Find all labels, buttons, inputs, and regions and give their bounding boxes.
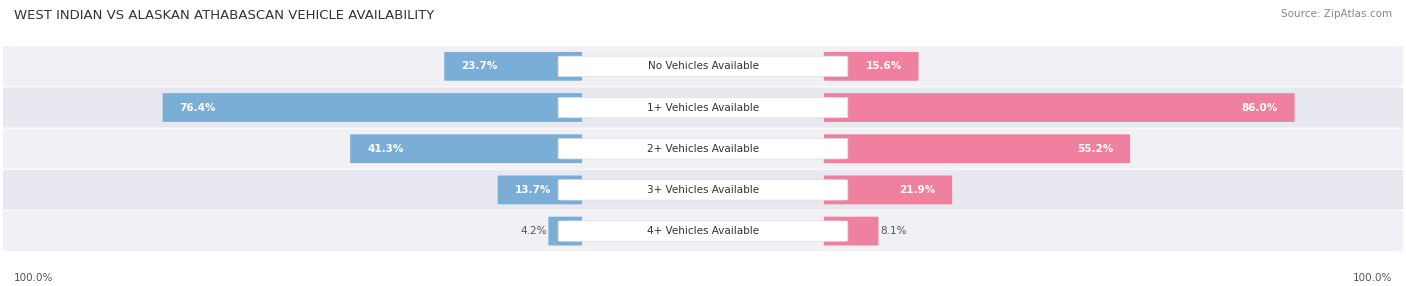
FancyBboxPatch shape [558, 138, 848, 159]
FancyBboxPatch shape [3, 88, 1403, 128]
Text: 76.4%: 76.4% [180, 103, 217, 112]
FancyBboxPatch shape [558, 221, 848, 241]
FancyBboxPatch shape [163, 93, 582, 122]
Text: 23.7%: 23.7% [461, 61, 498, 71]
Text: Source: ZipAtlas.com: Source: ZipAtlas.com [1281, 9, 1392, 19]
FancyBboxPatch shape [3, 211, 1403, 251]
FancyBboxPatch shape [824, 93, 1295, 122]
Text: 3+ Vehicles Available: 3+ Vehicles Available [647, 185, 759, 195]
Text: 8.1%: 8.1% [880, 226, 907, 236]
Text: 4.2%: 4.2% [520, 226, 547, 236]
Text: 1+ Vehicles Available: 1+ Vehicles Available [647, 103, 759, 112]
FancyBboxPatch shape [824, 52, 918, 81]
FancyBboxPatch shape [824, 217, 879, 245]
FancyBboxPatch shape [558, 97, 848, 118]
FancyBboxPatch shape [350, 134, 582, 163]
Text: No Vehicles Available: No Vehicles Available [648, 61, 758, 71]
Text: 100.0%: 100.0% [1353, 273, 1392, 283]
FancyBboxPatch shape [498, 176, 582, 204]
Text: 100.0%: 100.0% [14, 273, 53, 283]
Text: 86.0%: 86.0% [1241, 103, 1278, 112]
FancyBboxPatch shape [558, 56, 848, 77]
Text: 21.9%: 21.9% [900, 185, 935, 195]
Text: 4+ Vehicles Available: 4+ Vehicles Available [647, 226, 759, 236]
FancyBboxPatch shape [3, 46, 1403, 86]
FancyBboxPatch shape [824, 176, 952, 204]
Text: 55.2%: 55.2% [1077, 144, 1114, 154]
Text: 2+ Vehicles Available: 2+ Vehicles Available [647, 144, 759, 154]
Text: WEST INDIAN VS ALASKAN ATHABASCAN VEHICLE AVAILABILITY: WEST INDIAN VS ALASKAN ATHABASCAN VEHICL… [14, 9, 434, 21]
FancyBboxPatch shape [558, 180, 848, 200]
FancyBboxPatch shape [3, 170, 1403, 210]
Text: 41.3%: 41.3% [367, 144, 404, 154]
FancyBboxPatch shape [548, 217, 582, 245]
Text: 13.7%: 13.7% [515, 185, 551, 195]
FancyBboxPatch shape [444, 52, 582, 81]
FancyBboxPatch shape [824, 134, 1130, 163]
Text: 15.6%: 15.6% [865, 61, 901, 71]
FancyBboxPatch shape [3, 129, 1403, 169]
